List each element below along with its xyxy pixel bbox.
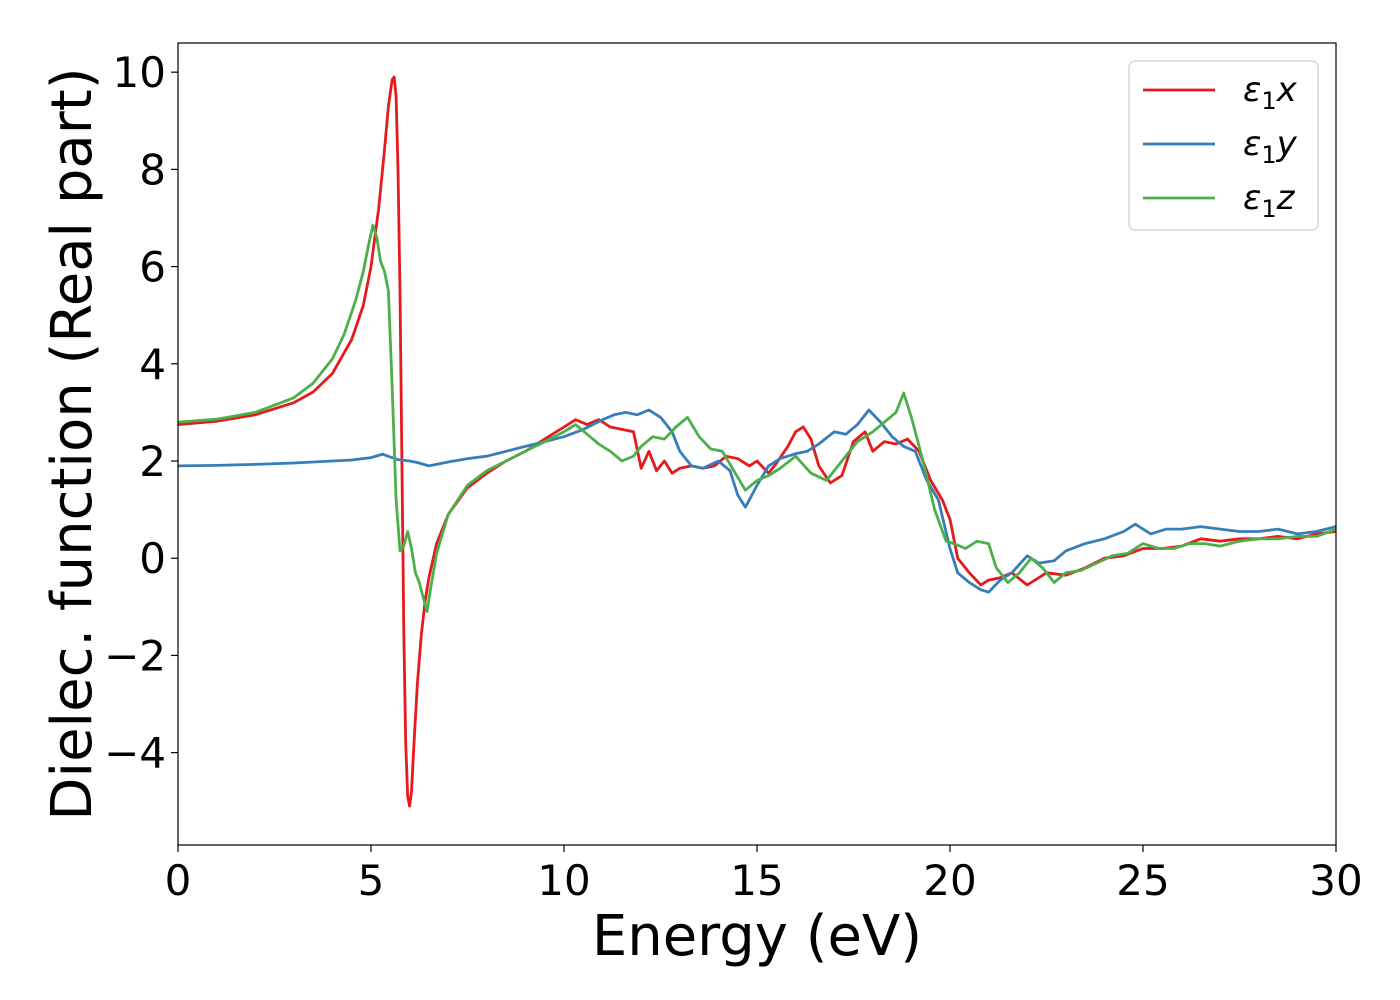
y-tick-label: 2 [139, 437, 166, 486]
y-tick-label: 6 [139, 243, 166, 292]
y-tick-label: −4 [104, 729, 166, 778]
y-tick-label: 0 [139, 534, 166, 583]
x-tick-label: 15 [730, 856, 783, 905]
y-tick-label: 10 [113, 48, 166, 97]
x-tick-label: 25 [1116, 856, 1169, 905]
x-tick-label: 5 [358, 856, 385, 905]
legend-box [1128, 60, 1319, 231]
x-tick-label: 30 [1309, 856, 1362, 905]
legend: ε1x ε1y ε1z [1128, 60, 1319, 231]
x-axis-title: Energy (eV) [592, 904, 922, 969]
y-tick-label: 4 [139, 340, 166, 389]
y-tick-label: −2 [104, 631, 166, 680]
x-tick-label: 10 [537, 856, 590, 905]
legend-label-y: ε1y [1243, 124, 1298, 169]
series-layer [178, 75, 1336, 808]
x-tick-label: 0 [165, 856, 192, 905]
y-tick-label: 8 [139, 145, 166, 194]
series-line-z [178, 223, 1336, 614]
legend-label-z: ε1z [1243, 178, 1296, 223]
y-axis-title: Dielec. function (Real part) [40, 67, 105, 820]
y-axis-ticks: −4 −2 0 2 4 6 8 10 [104, 48, 178, 778]
x-tick-label: 20 [923, 856, 976, 905]
legend-label-x: ε1x [1243, 70, 1298, 115]
x-axis-ticks: 0 5 10 15 20 25 30 [165, 845, 1363, 905]
series-line-y [178, 408, 1336, 594]
